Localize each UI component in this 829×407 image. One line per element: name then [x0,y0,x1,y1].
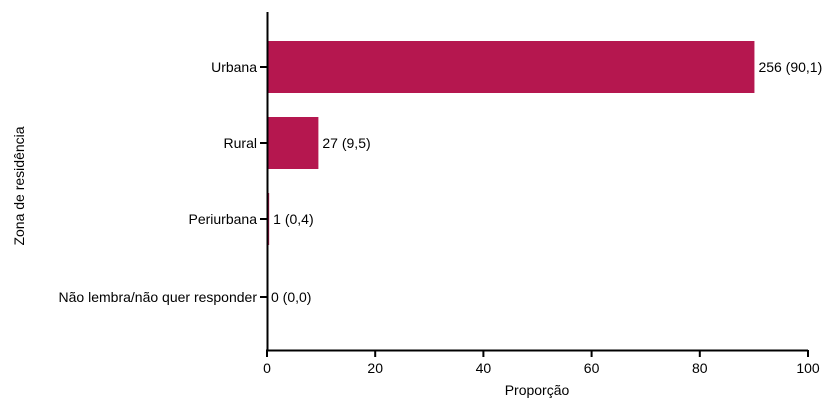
bar-1 [267,117,319,169]
x-tick-label-5: 100 [796,360,820,376]
bars-layer [267,41,755,245]
x-tick-label-4: 80 [692,360,708,376]
category-label-3: Não lembra/não quer responder [59,289,258,305]
axes-layer [260,12,809,357]
bar-0 [267,41,755,93]
category-label-2: Periurbana [189,211,258,227]
x-axis-title: Proporção [505,382,570,398]
x-tick-label-2: 40 [476,360,492,376]
data-label-3: 0 (0,0) [271,289,311,305]
labels-layer: Urbana 256 (90,1) Rural 27 (9,5) Periurbana 1… [59,59,823,376]
y-axis-title: Zona de residência [11,126,27,245]
x-tick-label-3: 60 [584,360,600,376]
x-tick-label-1: 20 [367,360,383,376]
category-label-1: Rural [224,135,257,151]
category-label-0: Urbana [211,59,257,75]
data-label-1: 27 (9,5) [322,135,370,151]
data-label-0: 256 (90,1) [758,59,822,75]
x-tick-label-0: 0 [263,360,271,376]
data-label-2: 1 (0,4) [273,211,313,227]
